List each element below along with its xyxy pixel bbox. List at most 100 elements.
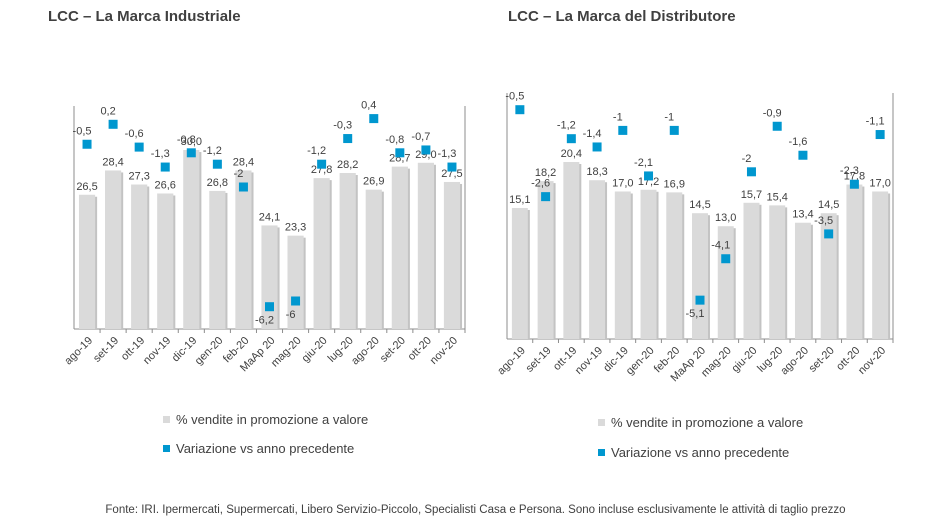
bar (872, 191, 889, 339)
x-tick-label: gen-20 (624, 345, 657, 378)
bar-value-label: 28,4 (102, 156, 123, 168)
point-value-label: -1,1 (866, 116, 885, 128)
legend-swatch-point (598, 449, 605, 456)
bar-value-label: 17,8 (844, 171, 865, 183)
bar-value-label: 27,3 (128, 171, 149, 183)
legend-item-bar: % vendite in promozione a valore (598, 415, 803, 430)
x-tick-label: set-19 (524, 345, 554, 375)
chart-title-distributore: LCC – La Marca del Distributore (508, 8, 736, 25)
variation-point (695, 295, 705, 305)
bar-value-label: 28,4 (233, 156, 254, 168)
bar (692, 213, 708, 339)
bar (391, 166, 408, 329)
bar-value-label: 28,2 (337, 159, 358, 171)
point-value-label: -1,2 (307, 145, 326, 157)
x-tick-label: ago-19 (495, 345, 528, 378)
point-value-label: -0,6 (125, 128, 144, 140)
bar (666, 192, 683, 339)
source-note: Fonte: IRI. Ipermercati, Supermercati, L… (105, 504, 846, 516)
point-value-label: -0,9 (763, 107, 782, 119)
point-value-label: -6,2 (255, 315, 274, 327)
x-tick-label: nov-20 (856, 345, 888, 377)
legend-label-point: Variazione vs anno precedente (611, 445, 790, 460)
bar-value-label: 24,1 (259, 211, 280, 223)
legend-item-point: Variazione vs anno precedente (163, 441, 354, 456)
bar (537, 181, 554, 339)
point-value-label: -1,4 (583, 128, 602, 140)
variation-point (212, 159, 222, 169)
variation-point (82, 139, 92, 149)
legend-item-bar: % vendite in promozione a valore (163, 412, 368, 427)
bar (743, 202, 760, 339)
variation-point (395, 148, 405, 158)
bar (589, 180, 606, 339)
bar (417, 162, 434, 329)
variation-point (186, 148, 196, 158)
point-value-label: -1,3 (437, 148, 456, 160)
bar-value-label: 30,0 (181, 136, 202, 148)
bar-value-label: 26,8 (207, 177, 228, 189)
point-value-label: 0,4 (361, 100, 376, 112)
point-value-label: -1,2 (557, 120, 576, 132)
variation-point (721, 254, 731, 264)
variation-point (108, 119, 118, 129)
variation-point (849, 179, 859, 189)
variation-point (343, 134, 353, 144)
legend-label-point: Variazione vs anno precedente (176, 441, 355, 456)
variation-point (317, 159, 327, 169)
bar-value-label: 14,5 (689, 199, 710, 211)
bar (614, 191, 631, 339)
point-value-label: -2,6 (531, 178, 550, 190)
point-value-label: -0,3 (333, 120, 352, 132)
bar-value-label: 15,1 (509, 194, 530, 206)
variation-point (566, 134, 576, 144)
bar (640, 189, 657, 339)
point-value-label: -1,2 (203, 145, 222, 157)
variation-point (265, 302, 274, 312)
variation-point (541, 192, 551, 202)
point-value-label: -2,1 (634, 157, 653, 169)
legend-label-bar: % vendite in promozione a valore (611, 415, 804, 430)
bar-value-label: 26,6 (155, 179, 176, 191)
variation-point (746, 167, 756, 177)
point-value-label: -0,5 (73, 125, 92, 137)
bar (157, 193, 174, 329)
legend-swatch-bar (598, 419, 605, 426)
variation-point (875, 130, 885, 140)
variation-point (160, 162, 170, 172)
bar (365, 189, 382, 329)
bar (209, 190, 226, 329)
point-value-label: -1 (664, 111, 674, 123)
bar-value-label: 28,7 (389, 153, 410, 165)
point-value-label: -4,1 (711, 240, 730, 252)
point-value-label: -0,7 (411, 131, 430, 143)
variation-point (644, 171, 654, 181)
bar-value-label: 26,9 (363, 176, 384, 188)
point-value-label: -0,5 (505, 91, 524, 103)
bar-value-label: 29,0 (415, 149, 436, 161)
point-value-label: -1 (613, 111, 623, 123)
bar-value-label: 15,7 (741, 189, 762, 201)
legend-label-bar: % vendite in promozione a valore (176, 412, 369, 427)
bar (794, 222, 811, 339)
bar-value-label: 15,4 (766, 191, 787, 203)
x-tick-label: ago-20 (778, 345, 811, 378)
bar-value-label: 27,5 (441, 168, 462, 180)
variation-point (238, 182, 248, 192)
point-value-label: 0,2 (100, 105, 115, 117)
legend-swatch-point (163, 445, 170, 452)
variation-point (772, 121, 782, 131)
bar-value-label: 26,5 (76, 181, 97, 193)
bar-value-label: 23,3 (285, 222, 306, 234)
variation-point (669, 125, 679, 135)
bar (820, 213, 837, 339)
bar (78, 194, 96, 329)
bar-value-label: 17,0 (869, 178, 890, 190)
point-value-label: -2 (742, 153, 752, 165)
bar-value-label: 16,9 (664, 178, 685, 190)
bar-value-label: 17,2 (638, 176, 659, 188)
bar-value-label: 13,4 (792, 209, 813, 221)
point-value-label: -2 (234, 168, 244, 180)
